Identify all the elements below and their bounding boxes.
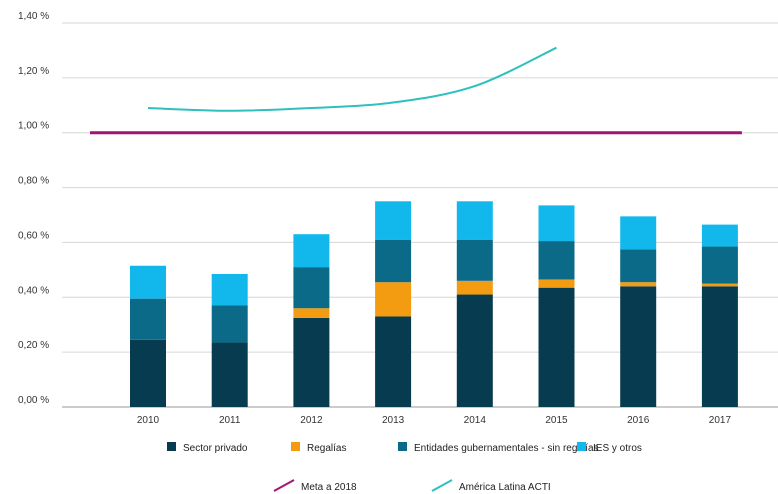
bar-3-6 — [620, 216, 657, 250]
x-tick-label: 2016 — [627, 415, 650, 426]
bar-2-7 — [701, 246, 738, 284]
legend-label-2: Entidades gubernamentales - sin regalías — [414, 443, 599, 454]
bar-0-4 — [456, 294, 493, 407]
y-tick-label: 1,20 % — [18, 66, 49, 77]
bar-1-6 — [620, 282, 657, 287]
bar-2-1 — [211, 305, 248, 343]
y-tick-label: 1,00 % — [18, 121, 49, 132]
bar-1-7 — [701, 283, 738, 287]
x-tick-label: 2011 — [219, 415, 241, 426]
bar-3-5 — [538, 205, 575, 242]
legend-swatch-3 — [577, 442, 586, 451]
bars — [130, 201, 738, 407]
legend-label-1: Regalías — [307, 443, 346, 454]
bar-1-5 — [538, 279, 575, 288]
x-tick-label: 2010 — [137, 415, 160, 426]
bar-3-0 — [130, 265, 166, 299]
bar-3-2 — [293, 234, 330, 268]
bar-1-4 — [456, 280, 493, 295]
line-1 — [147, 46, 557, 112]
bar-0-5 — [538, 287, 575, 407]
bar-2-2 — [293, 267, 330, 309]
x-tick-label: 2013 — [382, 415, 405, 426]
bar-0-7 — [701, 286, 738, 407]
legend: Sector privado Regalías Entidades gubernam… — [167, 442, 642, 493]
legend-label-0: Sector privado — [183, 443, 248, 454]
y-tick-label: 1,40 % — [18, 11, 49, 22]
y-tick-label: 0,60 % — [18, 230, 49, 241]
bar-0-2 — [293, 317, 330, 407]
legend-swatch-2 — [398, 442, 407, 451]
x-tick-label: 2017 — [709, 415, 732, 426]
y-tick-label: 0,20 % — [18, 340, 49, 351]
bar-3-4 — [456, 201, 493, 240]
bar-3-3 — [375, 201, 412, 240]
bar-2-5 — [538, 241, 575, 280]
y-tick-label: 0,80 % — [18, 176, 49, 187]
legend-line-label-0: Meta a 2018 — [301, 482, 357, 493]
x-tick-label: 2012 — [300, 415, 323, 426]
legend-label-3: IES y otros — [593, 443, 642, 454]
bar-1-2 — [293, 308, 330, 318]
x-tick-label: 2015 — [545, 415, 568, 426]
y-axis: 0,00 % 0,20 % 0,40 % 0,60 % 0,80 % 1,00 % 1,20… — [18, 11, 49, 406]
bar-3-7 — [701, 224, 738, 247]
bar-0-1 — [211, 342, 248, 407]
bar-2-6 — [620, 249, 657, 283]
legend-line-1 — [431, 479, 453, 492]
x-tick-label: 2014 — [464, 415, 487, 426]
legend-line-0 — [273, 479, 295, 492]
y-tick-label: 0,00 % — [18, 395, 49, 406]
bar-2-3 — [375, 239, 412, 283]
bar-0-3 — [375, 316, 412, 407]
legend-swatch-1 — [291, 442, 300, 451]
lines — [90, 46, 742, 135]
legend-swatch-0 — [167, 442, 176, 451]
bar-0-6 — [620, 286, 657, 407]
bar-2-0 — [130, 298, 166, 340]
bar-1-3 — [375, 282, 412, 317]
bar-0-0 — [130, 339, 166, 407]
legend-line-label-1: América Latina ACTI — [459, 482, 551, 493]
y-tick-label: 0,40 % — [18, 285, 49, 296]
bar-2-4 — [456, 239, 493, 281]
bar-3-1 — [211, 273, 248, 306]
x-axis: 2010 2011 2012 2013 2014 2015 2016 2017 — [137, 415, 732, 426]
